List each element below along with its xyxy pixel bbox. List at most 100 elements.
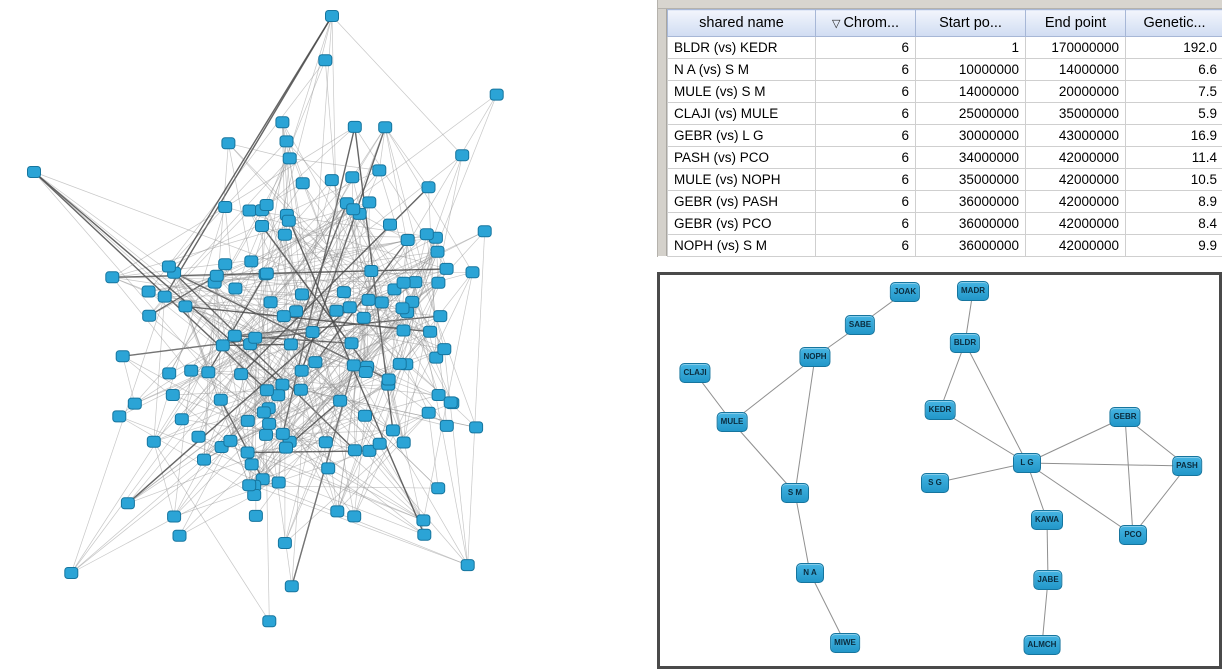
network-node[interactable] <box>271 476 286 489</box>
network-node[interactable] <box>345 171 360 184</box>
network-node[interactable] <box>346 359 361 372</box>
network-node[interactable] <box>336 286 351 299</box>
network-node[interactable] <box>240 446 255 459</box>
network-node-almch[interactable]: ALMCH <box>1023 635 1061 655</box>
table-row[interactable]: MULE (vs) S M 6 14000000 20000000 7.5 <box>667 80 1222 103</box>
network-node[interactable] <box>197 453 211 466</box>
network-node[interactable] <box>358 409 372 422</box>
value-cell[interactable]: 6 <box>815 146 916 169</box>
filter-icon[interactable]: ▽ <box>831 18 841 30</box>
network-edge[interactable] <box>1026 462 1134 536</box>
network-node[interactable] <box>372 437 387 450</box>
network-node[interactable] <box>381 373 396 386</box>
network-node[interactable] <box>277 537 292 549</box>
network-node[interactable] <box>162 367 177 380</box>
edge-name-cell[interactable]: GEBR (vs) L G <box>667 124 816 147</box>
value-cell[interactable]: 30000000 <box>915 124 1026 147</box>
value-cell[interactable]: 1 <box>915 36 1026 59</box>
network-node[interactable] <box>27 166 41 178</box>
network-node[interactable] <box>489 88 504 101</box>
network-node[interactable] <box>244 255 259 268</box>
network-node[interactable] <box>318 54 333 67</box>
network-node[interactable] <box>421 181 436 194</box>
network-node[interactable] <box>417 528 432 541</box>
network-node[interactable] <box>218 201 233 213</box>
network-node[interactable] <box>295 177 310 190</box>
edge-name-cell[interactable]: PASH (vs) PCO <box>667 146 816 169</box>
network-node[interactable] <box>259 267 274 280</box>
network-node[interactable] <box>308 356 323 369</box>
network-node[interactable] <box>400 234 415 246</box>
network-node[interactable] <box>259 384 274 397</box>
network-node-claji[interactable]: CLAJI <box>679 363 711 383</box>
value-cell[interactable]: 36000000 <box>915 212 1026 235</box>
network-node[interactable] <box>318 436 333 449</box>
table-row[interactable]: PASH (vs) PCO 6 34000000 42000000 11.4 <box>667 146 1222 169</box>
value-cell[interactable]: 36000000 <box>915 234 1026 257</box>
network-node[interactable] <box>372 164 387 177</box>
network-edge[interactable] <box>964 342 1028 464</box>
value-cell[interactable]: 14000000 <box>915 80 1026 103</box>
network-node[interactable] <box>346 203 361 216</box>
value-cell[interactable]: 20000000 <box>1025 80 1126 103</box>
value-cell[interactable]: 8.9 <box>1125 190 1222 213</box>
network-node[interactable] <box>172 529 187 542</box>
network-edge[interactable] <box>731 356 816 423</box>
column-header[interactable]: Genetic... <box>1125 9 1222 37</box>
network-node[interactable] <box>439 419 454 432</box>
network-node[interactable] <box>178 300 193 313</box>
edge-name-cell[interactable]: MULE (vs) NOPH <box>667 168 816 191</box>
network-node[interactable] <box>364 265 379 277</box>
network-node[interactable] <box>141 285 156 298</box>
network-node-madr[interactable]: MADR <box>957 281 989 301</box>
network-node[interactable] <box>392 357 407 370</box>
network-edge[interactable] <box>1026 416 1126 464</box>
network-edge[interactable] <box>794 492 811 574</box>
network-node[interactable] <box>469 421 484 434</box>
network-node-mule[interactable]: MULE <box>716 412 748 432</box>
network-node[interactable] <box>439 262 454 275</box>
network-node[interactable] <box>263 296 278 309</box>
value-cell[interactable]: 43000000 <box>1025 124 1126 147</box>
network-node-sabe[interactable]: SABE <box>844 315 876 335</box>
network-node[interactable] <box>324 174 339 187</box>
network-node-noph[interactable]: NOPH <box>799 347 831 367</box>
network-node[interactable] <box>362 444 377 457</box>
network-node[interactable] <box>259 428 273 441</box>
table-row[interactable]: N A (vs) S M 6 10000000 14000000 6.6 <box>667 58 1222 81</box>
value-cell[interactable]: 10.5 <box>1125 168 1222 191</box>
network-node[interactable] <box>218 258 233 271</box>
value-cell[interactable]: 7.5 <box>1125 80 1222 103</box>
network-node[interactable] <box>240 414 255 427</box>
network-node[interactable] <box>356 311 371 324</box>
network-node-jabe[interactable]: JABE <box>1033 570 1063 590</box>
table-row[interactable]: NOPH (vs) S M 6 36000000 42000000 9.9 <box>667 234 1222 257</box>
value-cell[interactable]: 8.4 <box>1125 212 1222 235</box>
network-node[interactable] <box>282 152 297 165</box>
edge-name-cell[interactable]: MULE (vs) S M <box>667 80 816 103</box>
network-node-miwe[interactable]: MIWE <box>830 633 860 653</box>
network-node[interactable] <box>321 462 336 475</box>
network-node[interactable] <box>396 324 411 337</box>
network-node-na[interactable]: N A <box>796 563 824 583</box>
network-node[interactable] <box>262 417 277 430</box>
network-node[interactable] <box>262 615 277 628</box>
network-node[interactable] <box>361 293 376 306</box>
network-node-kawa[interactable]: KAWA <box>1031 510 1063 530</box>
value-cell[interactable]: 6 <box>815 190 916 213</box>
network-node[interactable] <box>347 444 362 457</box>
network-node[interactable] <box>305 326 320 338</box>
column-header[interactable]: Start po... <box>915 9 1026 37</box>
network-node[interactable] <box>234 368 249 381</box>
network-node[interactable] <box>248 509 263 522</box>
network-node[interactable] <box>223 434 238 447</box>
value-cell[interactable]: 6 <box>815 36 916 59</box>
network-node[interactable] <box>146 435 161 448</box>
value-cell[interactable]: 42000000 <box>1025 234 1126 257</box>
edge-name-cell[interactable]: N A (vs) S M <box>667 58 816 81</box>
network-node[interactable] <box>421 406 436 419</box>
table-row[interactable]: BLDR (vs) KEDR 6 1 170000000 192.0 <box>667 36 1222 59</box>
value-cell[interactable]: 9.9 <box>1125 234 1222 257</box>
network-node[interactable] <box>191 430 206 443</box>
network-node[interactable] <box>465 266 480 279</box>
